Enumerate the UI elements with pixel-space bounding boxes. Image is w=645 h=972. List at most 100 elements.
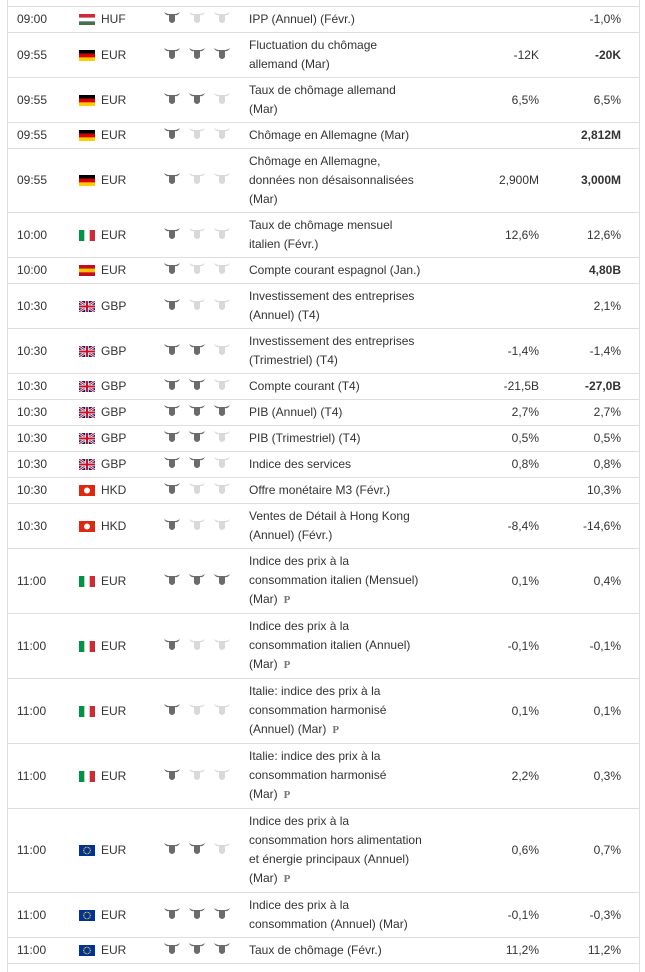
bull [164,92,180,104]
time: 11:00 [8,613,79,679]
importance-icon [214,405,230,416]
importance-icon [164,457,180,468]
forecast: -1,4% [507,343,539,358]
previous: 6,5% [593,92,621,107]
flag-stripe [79,21,95,26]
flag-bg [79,845,95,856]
bull [189,573,205,585]
importance [157,477,249,504]
importance-icon [164,431,180,442]
previous-cell: 2,812M [539,122,639,149]
time: 11:00 [8,678,79,744]
flag-stripe [79,17,95,22]
previous: -0,1% [589,638,621,653]
forecast: 11,2% [505,943,539,957]
bull [214,431,230,442]
importance [157,548,249,614]
currency-cell: EUR [79,548,157,614]
bull [214,573,230,585]
importance-icon [214,379,230,390]
flag [78,457,96,472]
currency: EUR [101,703,127,718]
currency: EUR [101,943,127,957]
time: 11:00 [8,743,79,809]
bull [214,638,230,650]
forecast: 2,2% [511,768,539,783]
flag-star [83,849,85,852]
event-name: Taux de chômage mensuel italien (Févr.) [249,218,393,251]
bull [189,703,205,715]
previous-cell: 0,3% [539,743,639,809]
event-row: 10:30 GBP PIB (Annuel) (T4) 2,7% 2,7% [8,399,639,426]
currency: GBP [101,298,127,313]
flag-stripe [84,229,90,241]
bull [164,907,180,919]
currency-cell: EUR [79,148,157,213]
forecast-cell: 2,7% [427,399,539,426]
forecast: -8,4% [507,518,539,533]
flag-stripe [79,49,95,54]
time: 10:30 [8,399,79,426]
flag-star [89,948,91,950]
event-name: Indice des prix à la consommation (Annue… [249,898,408,931]
currency: EUR [101,573,127,588]
preliminary-mark: P [283,659,291,671]
bull [164,483,180,494]
flag [79,705,96,717]
previous-cell: -20K [539,32,639,78]
bull [214,457,230,468]
event-row: 10:30 HKD Offre monétaire M3 (Févr.) 10,3% [8,477,639,504]
bull [214,92,230,104]
currency-cell: GBP [78,373,157,400]
currency: GBP [101,457,127,471]
time: 10:30 [8,503,79,549]
flag-stripe [79,98,95,103]
event-name: Indice des prix à la consommation hors a… [249,814,422,885]
event-cell: IPP (Annuel) (Févr.) [249,6,427,33]
forecast: 2,900M [498,173,539,187]
event-row: 10:30 GBP Compte courant (T4) -21,5B -27,0B [8,373,639,400]
event-name: Offre monétaire M3 (Févr.) [249,483,391,497]
currency: EUR [101,843,127,857]
currency-cell: HKD [79,503,157,549]
importance-icon [164,518,180,530]
currency-cell: EUR [79,122,157,149]
importance [157,425,249,452]
importance-icon [189,12,205,23]
event-row: 11:00 EUR Italie: indice des prix à la con… [8,743,639,809]
flag-stripe [79,265,95,269]
currency-cell: EUR [79,937,157,964]
importance-icon [214,943,230,954]
flag-cross [79,407,95,418]
currency: EUR [101,263,127,277]
previous-cell: 6,5% [539,77,639,123]
importance-icon [189,518,205,530]
previous: -20K [594,47,621,62]
importance-icon [214,483,230,494]
previous: -0,3% [589,907,621,922]
bull [189,483,205,494]
forecast-cell: -0,1% [427,613,539,679]
flag-stripe [79,705,85,717]
bull [214,703,230,715]
event-row: 11:00 EUR Taux de chômage (Févr.) 11,2% 11,2… [8,937,639,964]
bull [164,843,180,854]
forecast: 2,7% [511,405,539,419]
forecast: 0,8% [511,457,539,471]
importance-icon [189,128,205,139]
flag-stripe [79,133,95,138]
bull [164,173,180,184]
bull [189,379,205,390]
bull [189,173,205,184]
importance-icon [214,768,230,780]
bull [214,173,230,184]
flag-star [84,911,86,913]
importance [157,212,249,258]
event-row: 09:55 EUR Chômage en Allemagne (Mar) 2,812M [8,122,639,149]
flag-stripe [79,130,95,134]
flag-stripe [79,229,85,241]
event-row: 10:30 GBP Investissement des entreprises (… [8,283,639,329]
event-cell: PIB (Trimestriel) (T4) [249,425,427,452]
forecast-cell [427,122,539,149]
flag-stripe [89,705,96,717]
